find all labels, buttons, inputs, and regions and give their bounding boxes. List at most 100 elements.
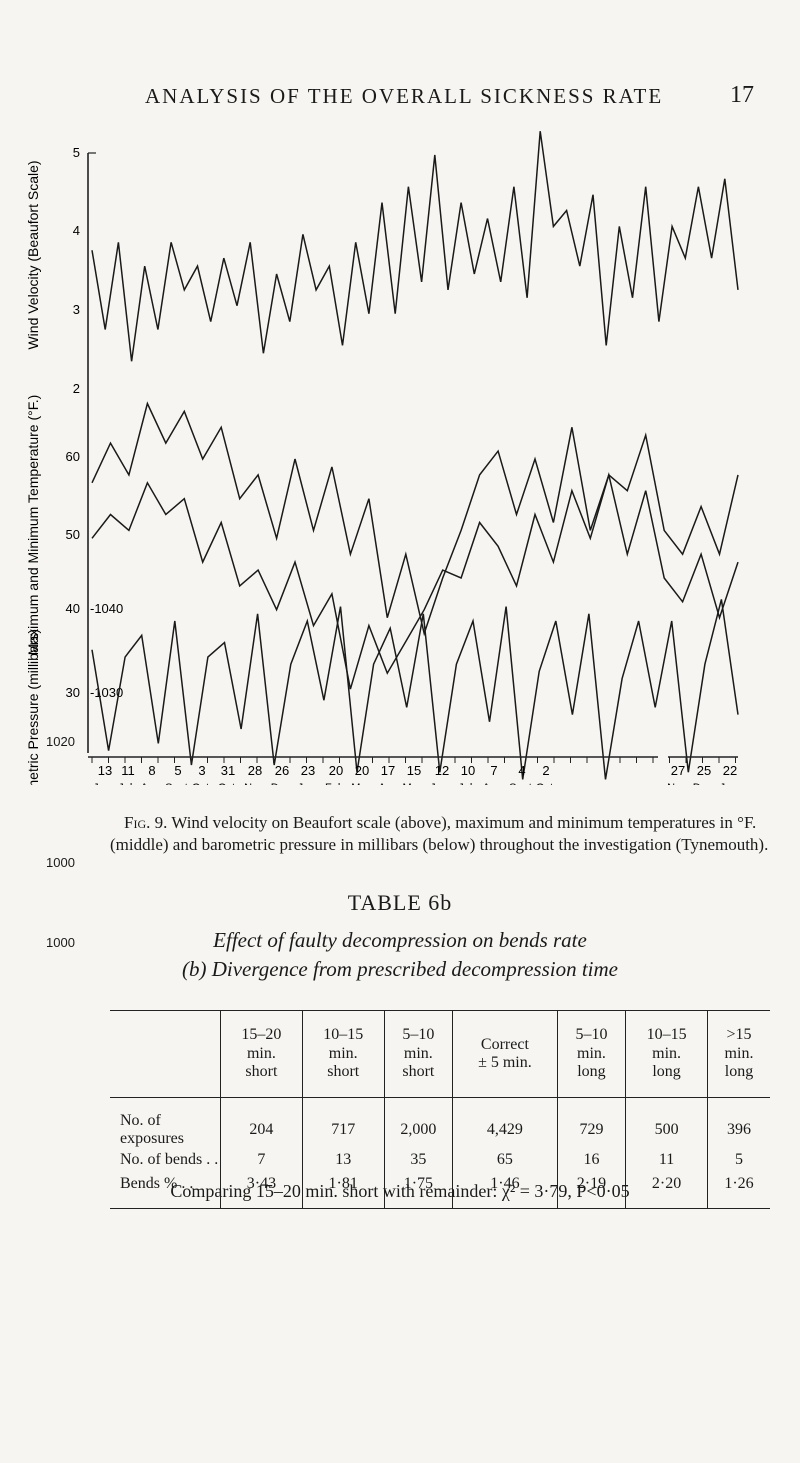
figure-label: Fig. 9. [124, 813, 168, 832]
row-label: No. of exposures [120, 1112, 184, 1147]
table-subtitle-b: (b) Divergence from prescribed decompres… [181, 957, 619, 981]
day-label: 13 [98, 763, 112, 778]
month-label: Dec. [693, 782, 716, 785]
table-cell: 396 [706, 1097, 770, 1148]
series-line [91, 471, 739, 690]
figure-caption-text: Wind velocity on Beaufort scale (above),… [110, 813, 769, 854]
month-label: Nov. [244, 782, 266, 785]
temp-tick: 60 [66, 449, 80, 464]
table-title: TABLE 6b [347, 890, 453, 915]
day-label: 20 [329, 763, 343, 778]
inner-tick-1040: -1040 [90, 601, 123, 616]
month-label: Sept. [165, 782, 191, 785]
x-axis: 13 11 8 5 3 31 28 26 23 20 20 17 15 12 10 7 4 2 27 25 22 June… [88, 756, 741, 785]
day-label: 3 [198, 763, 205, 778]
table-cell: 1·75 [383, 1172, 453, 1209]
month-label: July [118, 782, 138, 785]
month-label: June [430, 782, 454, 785]
column-header: 10–15 min. short [301, 1010, 385, 1098]
chi-square-comparison: Comparing 15–20 min. short with remainde… [170, 1181, 630, 1201]
month-label: Apr. [378, 782, 398, 785]
row-label: Bends % . . [110, 1172, 221, 1209]
table-row: No. of bends . . 7 13 35 65 16 11 5 [110, 1148, 770, 1172]
weather-chart: Wind Velocity (Beaufort Scale) Maximum a… [25, 131, 741, 785]
month-label: May. [402, 782, 425, 785]
series-layer [91, 131, 739, 780]
day-label: 2 [542, 763, 549, 778]
month-label: Oct. [192, 782, 212, 785]
column-header: 15–20 min. short [220, 1010, 303, 1098]
month-label: Nov. [667, 782, 689, 785]
table-cell: 5 [706, 1148, 770, 1172]
day-label: 20 [355, 763, 369, 778]
running-head: ANALYSIS OF THE OVERALL SICKNESS RATE [145, 84, 664, 108]
column-header: 5–10 min. short [383, 1010, 453, 1098]
table-cell: 729 [556, 1097, 626, 1148]
table-cell: 65 [452, 1148, 558, 1172]
decompression-table: 15–20 min. short 10–15 min. short 5–10 min. sh… [110, 1010, 770, 1209]
day-label: 10 [461, 763, 475, 778]
column-header: 10–15 min. long [625, 1010, 708, 1098]
figure-caption: Fig. 9. Wind velocity on Beaufort scale … [110, 812, 770, 856]
table-subtitle: Effect of faulty decompression on bends … [213, 928, 587, 952]
month-label: Aug. [141, 782, 164, 785]
day-label: 4 [518, 763, 525, 778]
table-cell: 1·26 [706, 1172, 770, 1209]
wind-tick: 2 [73, 381, 80, 396]
temp-tick: 50 [66, 527, 80, 542]
series-line [91, 599, 739, 780]
month-label: Jan. [720, 782, 741, 785]
pressure-tick: 1000 [46, 855, 75, 870]
table-cell: 16 [556, 1148, 626, 1172]
series-line [91, 131, 739, 362]
table-cell: 2·20 [625, 1172, 708, 1209]
series-line [91, 401, 739, 637]
table-cell: 7 [220, 1148, 303, 1172]
table-cell: 204 [220, 1097, 303, 1148]
row-label: No. of bends . . [120, 1151, 219, 1168]
wind-axis-label: Wind Velocity (Beaufort Scale) [25, 160, 41, 349]
table-cell: 1·81 [301, 1172, 385, 1209]
month-label: Feb. [325, 782, 347, 785]
day-label: 8 [148, 763, 155, 778]
table-cell: 35 [383, 1148, 453, 1172]
temp-tick: 30 [66, 685, 80, 700]
wind-tick: 5 [73, 145, 80, 160]
temp-axis-label: Maximum and Minimum Temperature (°F.) [25, 395, 41, 656]
table-cell: 500 [625, 1097, 708, 1148]
page-header: ANALYSIS OF THE OVERALL SICKNESS RATE 17 [0, 80, 800, 120]
table-cell: 717 [301, 1097, 385, 1148]
page-number: 17 [730, 82, 754, 108]
month-label: Mar. [351, 782, 372, 785]
month-label: Jan. [298, 782, 319, 785]
month-label: Oct. [218, 782, 238, 785]
table-cell: 3·43 [220, 1172, 303, 1209]
day-label: 7 [490, 763, 497, 778]
day-label: 17 [381, 763, 395, 778]
table-cell: 1·46 [452, 1172, 558, 1209]
pressure-tick: 1020 [46, 734, 75, 749]
table-cell: 2·19 [556, 1172, 626, 1209]
pressure-tick: 1000 [46, 935, 75, 950]
day-label: 22 [723, 763, 737, 778]
table-row: No. of exposures 204 717 2,000 4,429 729… [110, 1097, 770, 1148]
month-label: July [458, 782, 478, 785]
wind-tick: 4 [73, 223, 80, 238]
column-header: Correct ± 5 min. [452, 1010, 558, 1098]
day-label: 26 [275, 763, 289, 778]
day-label: 5 [174, 763, 181, 778]
month-label: June [93, 782, 117, 785]
day-label: 25 [697, 763, 711, 778]
day-label: 23 [301, 763, 315, 778]
day-label: 12 [435, 763, 449, 778]
day-label: 11 [121, 763, 135, 778]
month-label: Dec. [271, 782, 294, 785]
month-label: Oct. [536, 782, 556, 785]
table-cell: 2,000 [383, 1097, 453, 1148]
column-header: 5–10 min. long [556, 1010, 626, 1098]
table-cell: 4,429 [452, 1097, 558, 1148]
wind-tick: 3 [73, 302, 80, 317]
month-label: Aug. [483, 782, 506, 785]
day-label: 15 [407, 763, 421, 778]
day-label: 27 [671, 763, 685, 778]
